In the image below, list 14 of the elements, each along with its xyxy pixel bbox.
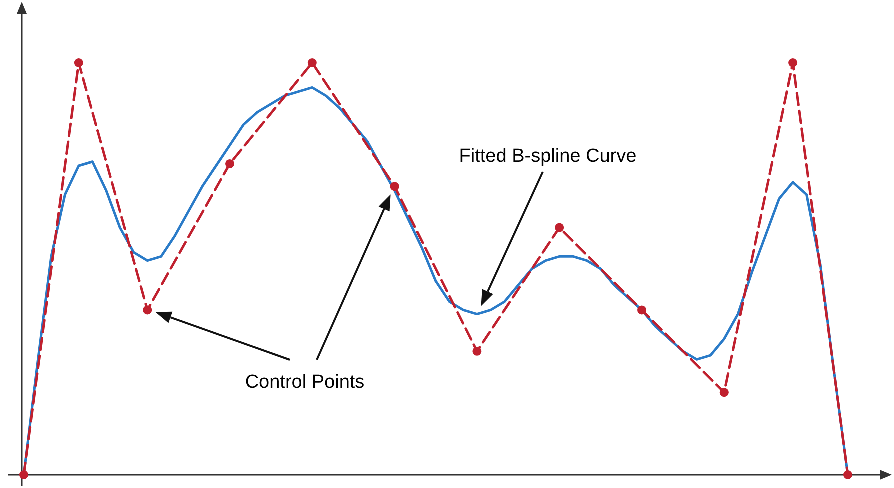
point — [20, 470, 28, 480]
point — [390, 182, 400, 192]
point — [308, 58, 317, 68]
point — [788, 58, 798, 68]
point — [555, 223, 564, 232]
point — [226, 159, 234, 168]
point — [472, 346, 482, 356]
point — [74, 58, 84, 68]
point — [143, 306, 152, 315]
annotation: Fitted B-spline Curve — [459, 146, 637, 167]
point — [844, 470, 852, 480]
point — [638, 306, 646, 315]
point — [720, 388, 729, 398]
annotation: Control Points — [245, 372, 365, 393]
